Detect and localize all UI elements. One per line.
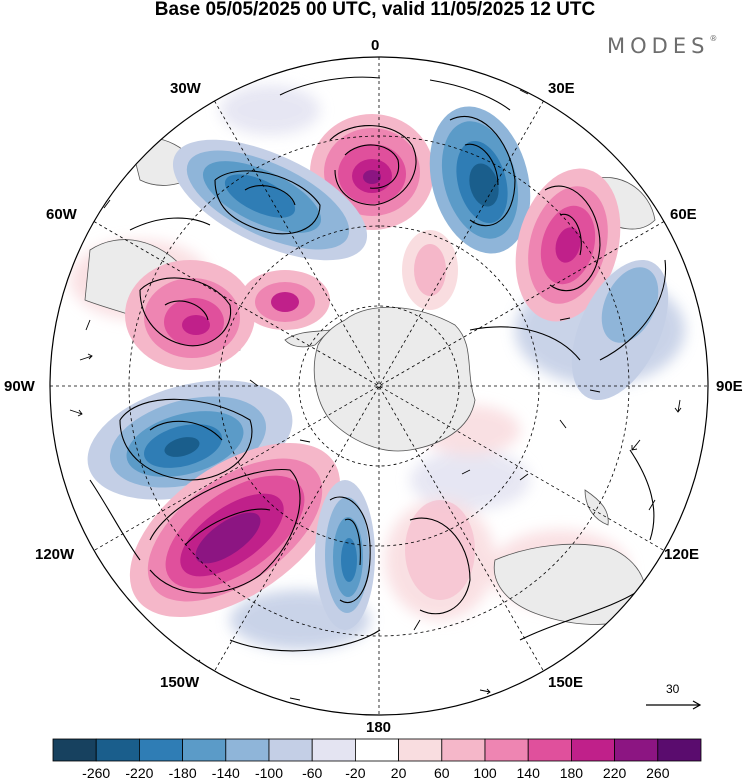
colorbar-tick-label: -60 — [302, 765, 323, 781]
colorbar-tick-label: 260 — [646, 765, 670, 781]
lon-label-60e: 60E — [670, 206, 697, 223]
colorbar-swatch — [95, 738, 140, 762]
colorbar-tick-label: 140 — [516, 765, 540, 781]
colorbar-tick-label: -20 — [345, 765, 366, 781]
colorbar-tick-label: -140 — [211, 765, 240, 781]
colorbar-swatch — [484, 738, 529, 762]
colorbar-swatch — [657, 738, 702, 762]
anomaly-blobs — [87, 106, 669, 630]
colorbar-tick-label: 100 — [473, 765, 497, 781]
colorbar-swatch — [614, 738, 659, 762]
lon-label-60w: 60W — [46, 206, 77, 223]
colorbar-swatch — [225, 738, 270, 762]
colorbar-tick-label: -220 — [125, 765, 154, 781]
colorbar-swatch — [354, 738, 399, 762]
lon-label-180: 180 — [366, 719, 392, 736]
antarctica — [313, 306, 476, 452]
colorbar-tick-label: 180 — [559, 765, 584, 781]
lon-label-90e: 90E — [716, 378, 743, 395]
colorbar-tick-label: 220 — [602, 765, 627, 781]
colorbar-swatch — [398, 738, 443, 762]
lon-label-120e: 120E — [664, 546, 700, 563]
colorbar-tick-label: -180 — [168, 765, 197, 781]
new-zealand — [584, 489, 609, 526]
map-title: Base 05/05/2025 00 UTC, valid 11/05/2025… — [154, 0, 596, 20]
lon-label-120w: 120W — [35, 546, 75, 563]
reference-vector-value: 30 — [666, 682, 680, 696]
graticule — [50, 57, 708, 715]
colorbar-swatch — [182, 738, 227, 762]
colorbar-tick-label: -100 — [254, 765, 284, 781]
colorbar-swatch — [441, 738, 486, 762]
antarctic-peninsula — [284, 329, 332, 348]
brand-name: MODES — [607, 34, 710, 58]
lon-label-30w: 30W — [170, 80, 201, 97]
modes-logo: MODES® — [607, 34, 717, 58]
lon-label-30e: 30E — [548, 80, 575, 97]
colorbar-swatch — [52, 738, 97, 762]
colorbar-swatch — [268, 738, 313, 762]
map-boundary — [49, 56, 709, 716]
colorbar-tick-label: -260 — [82, 765, 111, 781]
colorbar-swatch — [138, 738, 183, 762]
colorbar-tick-label: 20 — [390, 765, 407, 781]
colorbar-tick-label: 60 — [434, 765, 450, 781]
lon-label-0: 0 — [371, 37, 380, 54]
colorbar-swatch — [571, 738, 616, 762]
lon-label-150e: 150E — [548, 674, 584, 691]
registered-mark: ® — [709, 34, 718, 43]
colorbar — [52, 738, 702, 762]
colorbar-swatch — [311, 738, 356, 762]
flow-lines — [89, 76, 667, 652]
reference-vector-arrow — [646, 700, 702, 710]
colorbar-swatch — [527, 738, 572, 762]
lon-label-90w: 90W — [4, 378, 35, 395]
anomaly-field — [50, 57, 708, 715]
lon-label-150w: 150W — [160, 674, 200, 691]
